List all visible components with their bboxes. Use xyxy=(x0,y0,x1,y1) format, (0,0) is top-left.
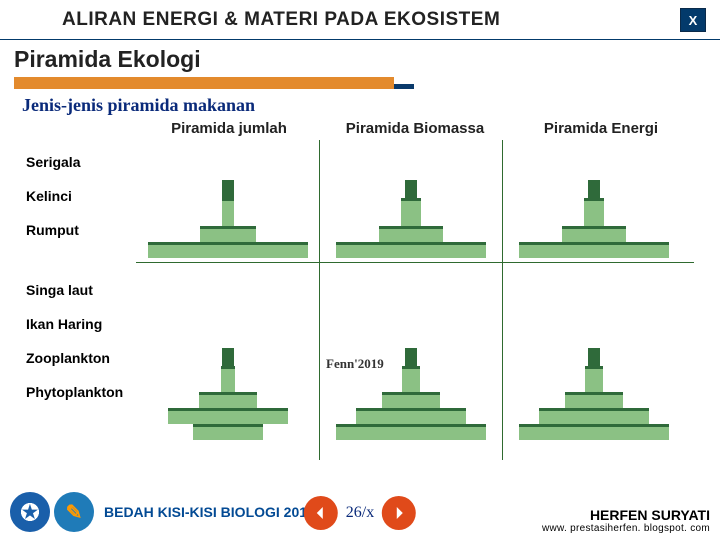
pyramid-level-edge xyxy=(200,226,256,229)
author-website: www. prestasiherfen. blogspot. com xyxy=(542,523,710,534)
logo-tutwuri-icon xyxy=(10,492,50,532)
row-label: Ikan Haring xyxy=(26,316,136,332)
pyramid-level xyxy=(402,366,420,392)
row-labels: Serigala Kelinci Rumput Singa laut Ikan … xyxy=(26,146,136,400)
pyramid-stem xyxy=(405,348,417,366)
footer-right: HERFEN SURYATI www. prestasiherfen. blog… xyxy=(542,507,710,534)
pyramid-level-edge xyxy=(382,392,440,395)
header: ALIRAN ENERGI & MATERI PADA EKOSISTEM X xyxy=(0,0,720,40)
pyramid-diagram: Piramida jumlah Piramida Biomassa Pirami… xyxy=(26,120,694,460)
pyramid-level-edge xyxy=(148,242,308,245)
pyramid-level-edge xyxy=(401,198,421,201)
section-subtitle: Jenis-jenis piramida makanan xyxy=(0,89,720,120)
pyramid-level-edge xyxy=(565,392,623,395)
row-label: Rumput xyxy=(26,222,136,238)
pyramid-stem xyxy=(405,180,417,198)
title-underline xyxy=(14,77,394,89)
col-header: Piramida Energi xyxy=(508,120,694,137)
page-indicator: 26/x xyxy=(346,504,374,522)
pyramid-level-edge xyxy=(539,408,649,411)
watermark: Fenn'2019 xyxy=(326,356,384,372)
page-title: ALIRAN ENERGI & MATERI PADA EKOSISTEM xyxy=(62,9,500,31)
pyramid-level-edge xyxy=(336,424,486,427)
row-label: Phytoplankton xyxy=(26,384,136,400)
pyramid-level-edge xyxy=(193,424,263,427)
grid xyxy=(136,140,694,460)
pyramid-level-edge xyxy=(519,424,669,427)
pyramid-level-edge xyxy=(402,366,420,369)
footer-logos xyxy=(10,492,94,532)
pyramid-level-edge xyxy=(356,408,466,411)
pyramid-stem xyxy=(588,180,600,198)
gridline xyxy=(319,140,320,460)
pyramid-level xyxy=(584,198,604,226)
page-nav: 26/x xyxy=(304,496,416,530)
column-headers: Piramida jumlah Piramida Biomassa Pirami… xyxy=(136,120,694,137)
logo-kurikulum-icon xyxy=(54,492,94,532)
pyramid-level-edge xyxy=(222,198,234,201)
author-name: HERFEN SURYATI xyxy=(542,507,710,523)
row-label: Kelinci xyxy=(26,188,136,204)
pyramid-level-edge xyxy=(168,408,288,411)
gridline xyxy=(502,140,503,460)
pyramid-stem xyxy=(588,348,600,366)
col-header: Piramida Biomassa xyxy=(322,120,508,137)
pyramid-stem xyxy=(222,348,234,366)
chevron-right-icon xyxy=(391,505,407,521)
pyramid-level-edge xyxy=(379,226,443,229)
prev-button[interactable] xyxy=(304,496,338,530)
pyramid-level xyxy=(401,198,421,226)
pyramid-level-edge xyxy=(585,366,603,369)
close-button[interactable]: X xyxy=(680,8,706,32)
pyramid-stem xyxy=(222,180,234,198)
footer: BEDAH KISI-KISI BIOLOGI 2019 26/x HERFEN… xyxy=(0,484,720,540)
footer-left-text: BEDAH KISI-KISI BIOLOGI 2019 xyxy=(104,504,315,520)
pyramid-level-edge xyxy=(221,366,235,369)
pyramid-level xyxy=(221,366,235,392)
row-label: Serigala xyxy=(26,154,136,170)
pyramid-level-edge xyxy=(519,242,669,245)
section-title: Piramida Ekologi xyxy=(0,40,720,75)
row-label: Zooplankton xyxy=(26,350,136,366)
pyramid-level-edge xyxy=(562,226,626,229)
col-header: Piramida jumlah xyxy=(136,120,322,137)
pyramid-level-edge xyxy=(336,242,486,245)
gridline xyxy=(136,262,694,263)
row-label: Singa laut xyxy=(26,282,136,298)
pyramid-level-edge xyxy=(199,392,257,395)
pyramid-level xyxy=(585,366,603,392)
next-button[interactable] xyxy=(382,496,416,530)
pyramid-level-edge xyxy=(584,198,604,201)
pyramid-level xyxy=(222,198,234,226)
chevron-left-icon xyxy=(313,505,329,521)
